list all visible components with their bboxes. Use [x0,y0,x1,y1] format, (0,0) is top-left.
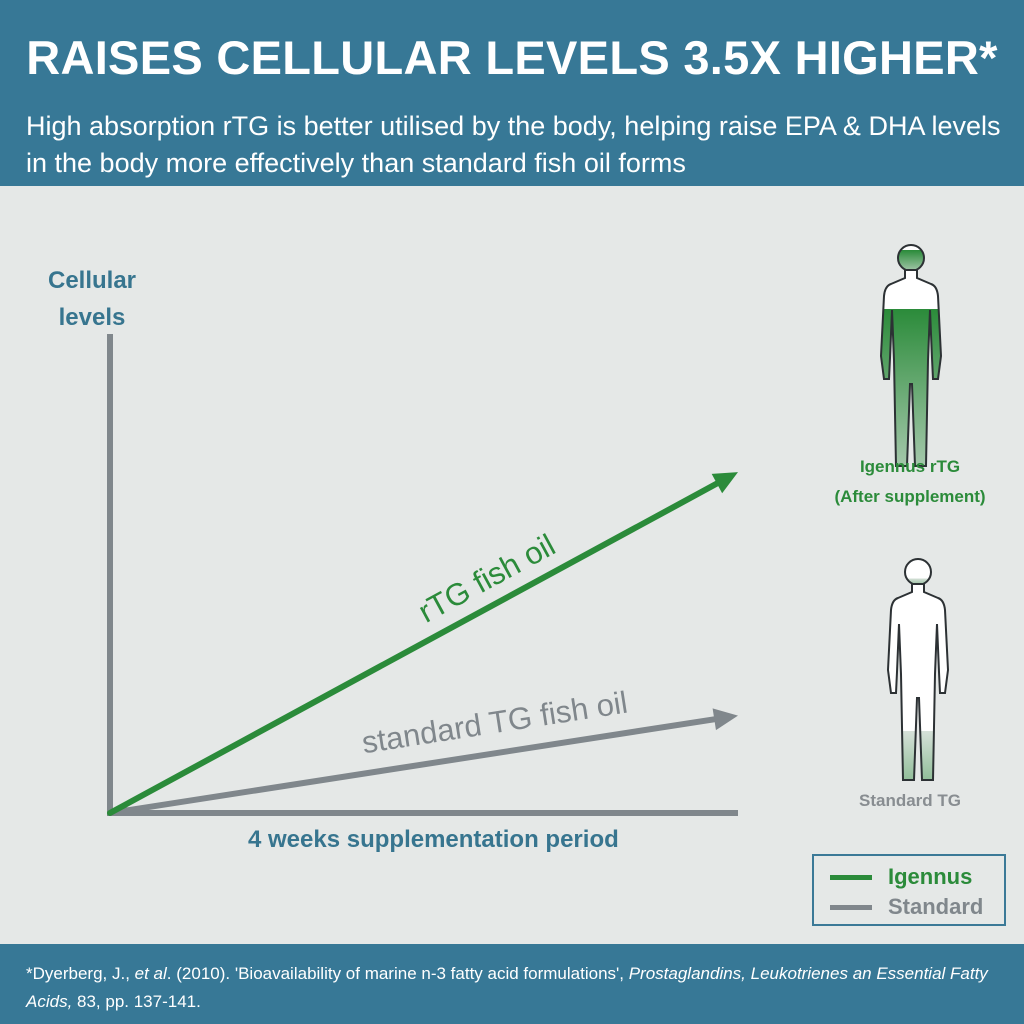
legend-swatch-standard [830,904,872,910]
legend-label-standard: Standard [888,894,984,919]
page-subtitle: High absorption rTG is better utilised b… [26,111,1001,178]
legend: Igennus Standard [812,854,1006,926]
citation-tail: 83, pp. 137-141. [72,992,201,1011]
chart-area: rTG fish oil standard TG fish oil Cellul… [0,186,1024,944]
x-axis-label: 4 weeks supplementation period [248,826,619,853]
arrowhead-standard [712,708,738,731]
figure-caption-rtg-line1: Igennus rTG [859,457,961,476]
figure-caption-rtg: Igennus rTG (After supplement) [800,452,1020,512]
header-banner: RAISES CELLULAR LEVELS 3.5X HIGHER* High… [0,0,1024,186]
arrowhead-rtg [711,472,738,494]
body-figure-standard [887,558,949,781]
body-figure-rtg [880,244,942,467]
page-title: RAISES CELLULAR LEVELS 3.5X HIGHER* [26,31,998,84]
legend-label-igennus: Igennus [888,864,973,889]
footer-banner: *Dyerberg, J., et al. (2010). 'Bioavaila… [0,944,1024,1024]
citation: *Dyerberg, J., et al. (2010). 'Bioavaila… [26,960,1006,1016]
series-line-rtg [107,480,720,816]
y-axis-label: Cellular levels [47,267,137,331]
citation-mid: . (2010). 'Bioavailability of marine n-3… [166,964,629,983]
figure-caption-standard: Standard TG [858,791,961,810]
figure-caption-rtg-line2: (After supplement) [834,487,986,506]
citation-prefix: *Dyerberg, J., [26,964,135,983]
line-chart: rTG fish oil standard TG fish oil [107,244,949,816]
citation-etal: et al [134,964,167,983]
series-label-standard: standard TG fish oil [359,685,629,761]
legend-swatch-igennus [830,874,872,880]
series-line-standard [107,716,718,816]
citation-journal: Prostaglandins, Leukotrienes an Essentia… [26,964,988,1011]
legend-item-standard: Standard [830,894,983,920]
legend-item-igennus: Igennus [830,864,972,890]
